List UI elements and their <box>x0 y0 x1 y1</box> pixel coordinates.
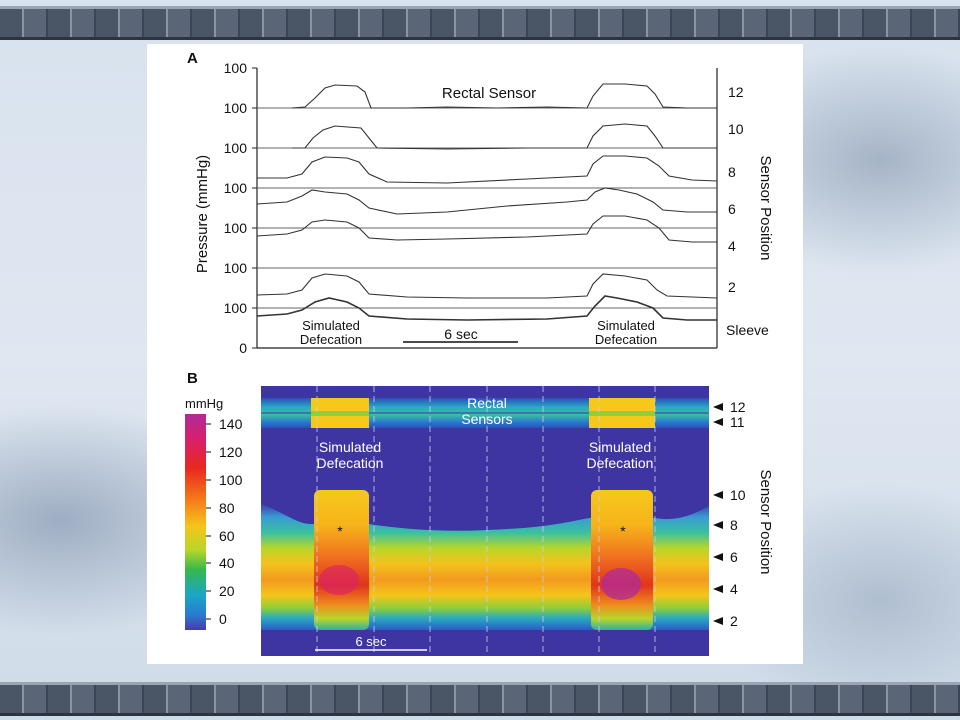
rectal-sensors-label: Sensors <box>461 411 512 427</box>
event-label: Defecation <box>595 332 657 347</box>
sensor-tick-label: 2 <box>730 613 738 629</box>
colorbar-tick: 100 <box>219 472 243 488</box>
asterisk-event-2: * <box>620 523 626 539</box>
colorbar-ticks <box>206 423 211 620</box>
y-tick-label: 0 <box>239 340 247 356</box>
colorbar-tick: 40 <box>219 555 235 571</box>
panel-a-plot-area <box>252 67 718 349</box>
y-tick-label: 100 <box>224 300 248 316</box>
sensor-label-sleeve: Sleeve <box>726 322 769 338</box>
panel-b-scalebar-label: 6 sec <box>355 634 387 649</box>
colorbar-tick: 20 <box>219 583 235 599</box>
panel-b-sensor-labels: 12 11 10 8 6 4 2 <box>730 399 746 629</box>
event-label: Defecation <box>317 455 384 471</box>
rectal-sensors-label: Rectal <box>467 395 507 411</box>
sensor-label: 10 <box>728 121 744 137</box>
sensor-label: 4 <box>728 238 736 254</box>
panel-a-traces <box>256 83 718 321</box>
panel-a-letter: A <box>187 50 198 67</box>
y-tick-label: 100 <box>224 100 248 116</box>
event-label: Defecation <box>587 455 654 471</box>
colorbar-tick: 80 <box>219 500 235 516</box>
y-tick-label: 100 <box>224 220 248 236</box>
sensor-tick-label: 12 <box>730 399 746 415</box>
panel-b-sensor-arrows <box>713 403 723 625</box>
sensor-label: 8 <box>728 164 736 180</box>
y-tick-label: 100 <box>224 60 248 76</box>
trace-sleeve <box>256 295 717 321</box>
colorbar-tick: 60 <box>219 528 235 544</box>
figure-svg: A Pressure (mmHg) 100 100 <box>185 50 774 656</box>
event-label: Simulated <box>302 318 360 333</box>
panel-a-right-axis-label: Sensor Position <box>757 155 774 260</box>
event-label: Simulated <box>319 439 381 455</box>
heatmap <box>261 386 709 656</box>
decorative-top-band <box>0 6 960 40</box>
panel-a-y-tick-labels: 100 100 100 100 100 100 100 0 <box>224 60 248 356</box>
trace-sensor-8 <box>257 155 718 184</box>
trace-sensor-2 <box>256 273 718 299</box>
colorbar-tick: 0 <box>219 611 227 627</box>
heatmap-event-column-1 <box>314 490 369 630</box>
trace-sensor-4 <box>256 215 717 243</box>
sensor-tick-label: 8 <box>730 517 738 533</box>
asterisk-event-1: * <box>337 523 343 539</box>
sensor-tick-label: 6 <box>730 549 738 565</box>
event-label: Simulated <box>589 439 651 455</box>
colorbar <box>185 414 206 630</box>
y-tick-label: 100 <box>224 180 248 196</box>
panel-a-sensor-labels: 12 10 8 6 4 2 Sleeve <box>726 84 769 338</box>
panel-b-overlay-labels: Rectal Sensors Simulated Defecation Simu… <box>317 395 654 471</box>
y-tick-label: 100 <box>224 140 248 156</box>
sensor-label: 6 <box>728 201 736 217</box>
heatmap-event-column-2 <box>591 490 653 630</box>
sensor-tick-label: 11 <box>730 414 745 430</box>
panel-b-right-axis-label: Sensor Position <box>757 469 774 574</box>
rectal-sensor-label: Rectal Sensor <box>442 85 536 102</box>
sensor-label: 12 <box>728 84 744 100</box>
panel-a-y-axis-label: Pressure (mmHg) <box>194 155 211 273</box>
sensor-tick-label: 4 <box>730 581 738 597</box>
y-tick-label: 100 <box>224 260 248 276</box>
panel-a-event-labels: Simulated Defecation Simulated Defecatio… <box>300 318 657 347</box>
panel-b-letter: B <box>187 370 198 387</box>
trace-sensor-10 <box>292 123 717 150</box>
colorbar-tick: 120 <box>219 444 243 460</box>
figure-panel: A Pressure (mmHg) 100 100 <box>147 44 803 664</box>
trace-sensor-12 <box>291 83 717 109</box>
event-label: Defecation <box>300 332 362 347</box>
sensor-tick-label: 10 <box>730 487 746 503</box>
colorbar-tick-labels: 140 120 100 80 60 40 20 0 <box>219 416 243 627</box>
decorative-bottom-band <box>0 682 960 716</box>
sensor-label: 2 <box>728 279 736 295</box>
panel-a-scalebar-label: 6 sec <box>444 326 477 342</box>
colorbar-tick: 140 <box>219 416 243 432</box>
event-label: Simulated <box>597 318 655 333</box>
trace-sensor-6 <box>256 187 717 215</box>
colorbar-title: mmHg <box>185 396 223 411</box>
